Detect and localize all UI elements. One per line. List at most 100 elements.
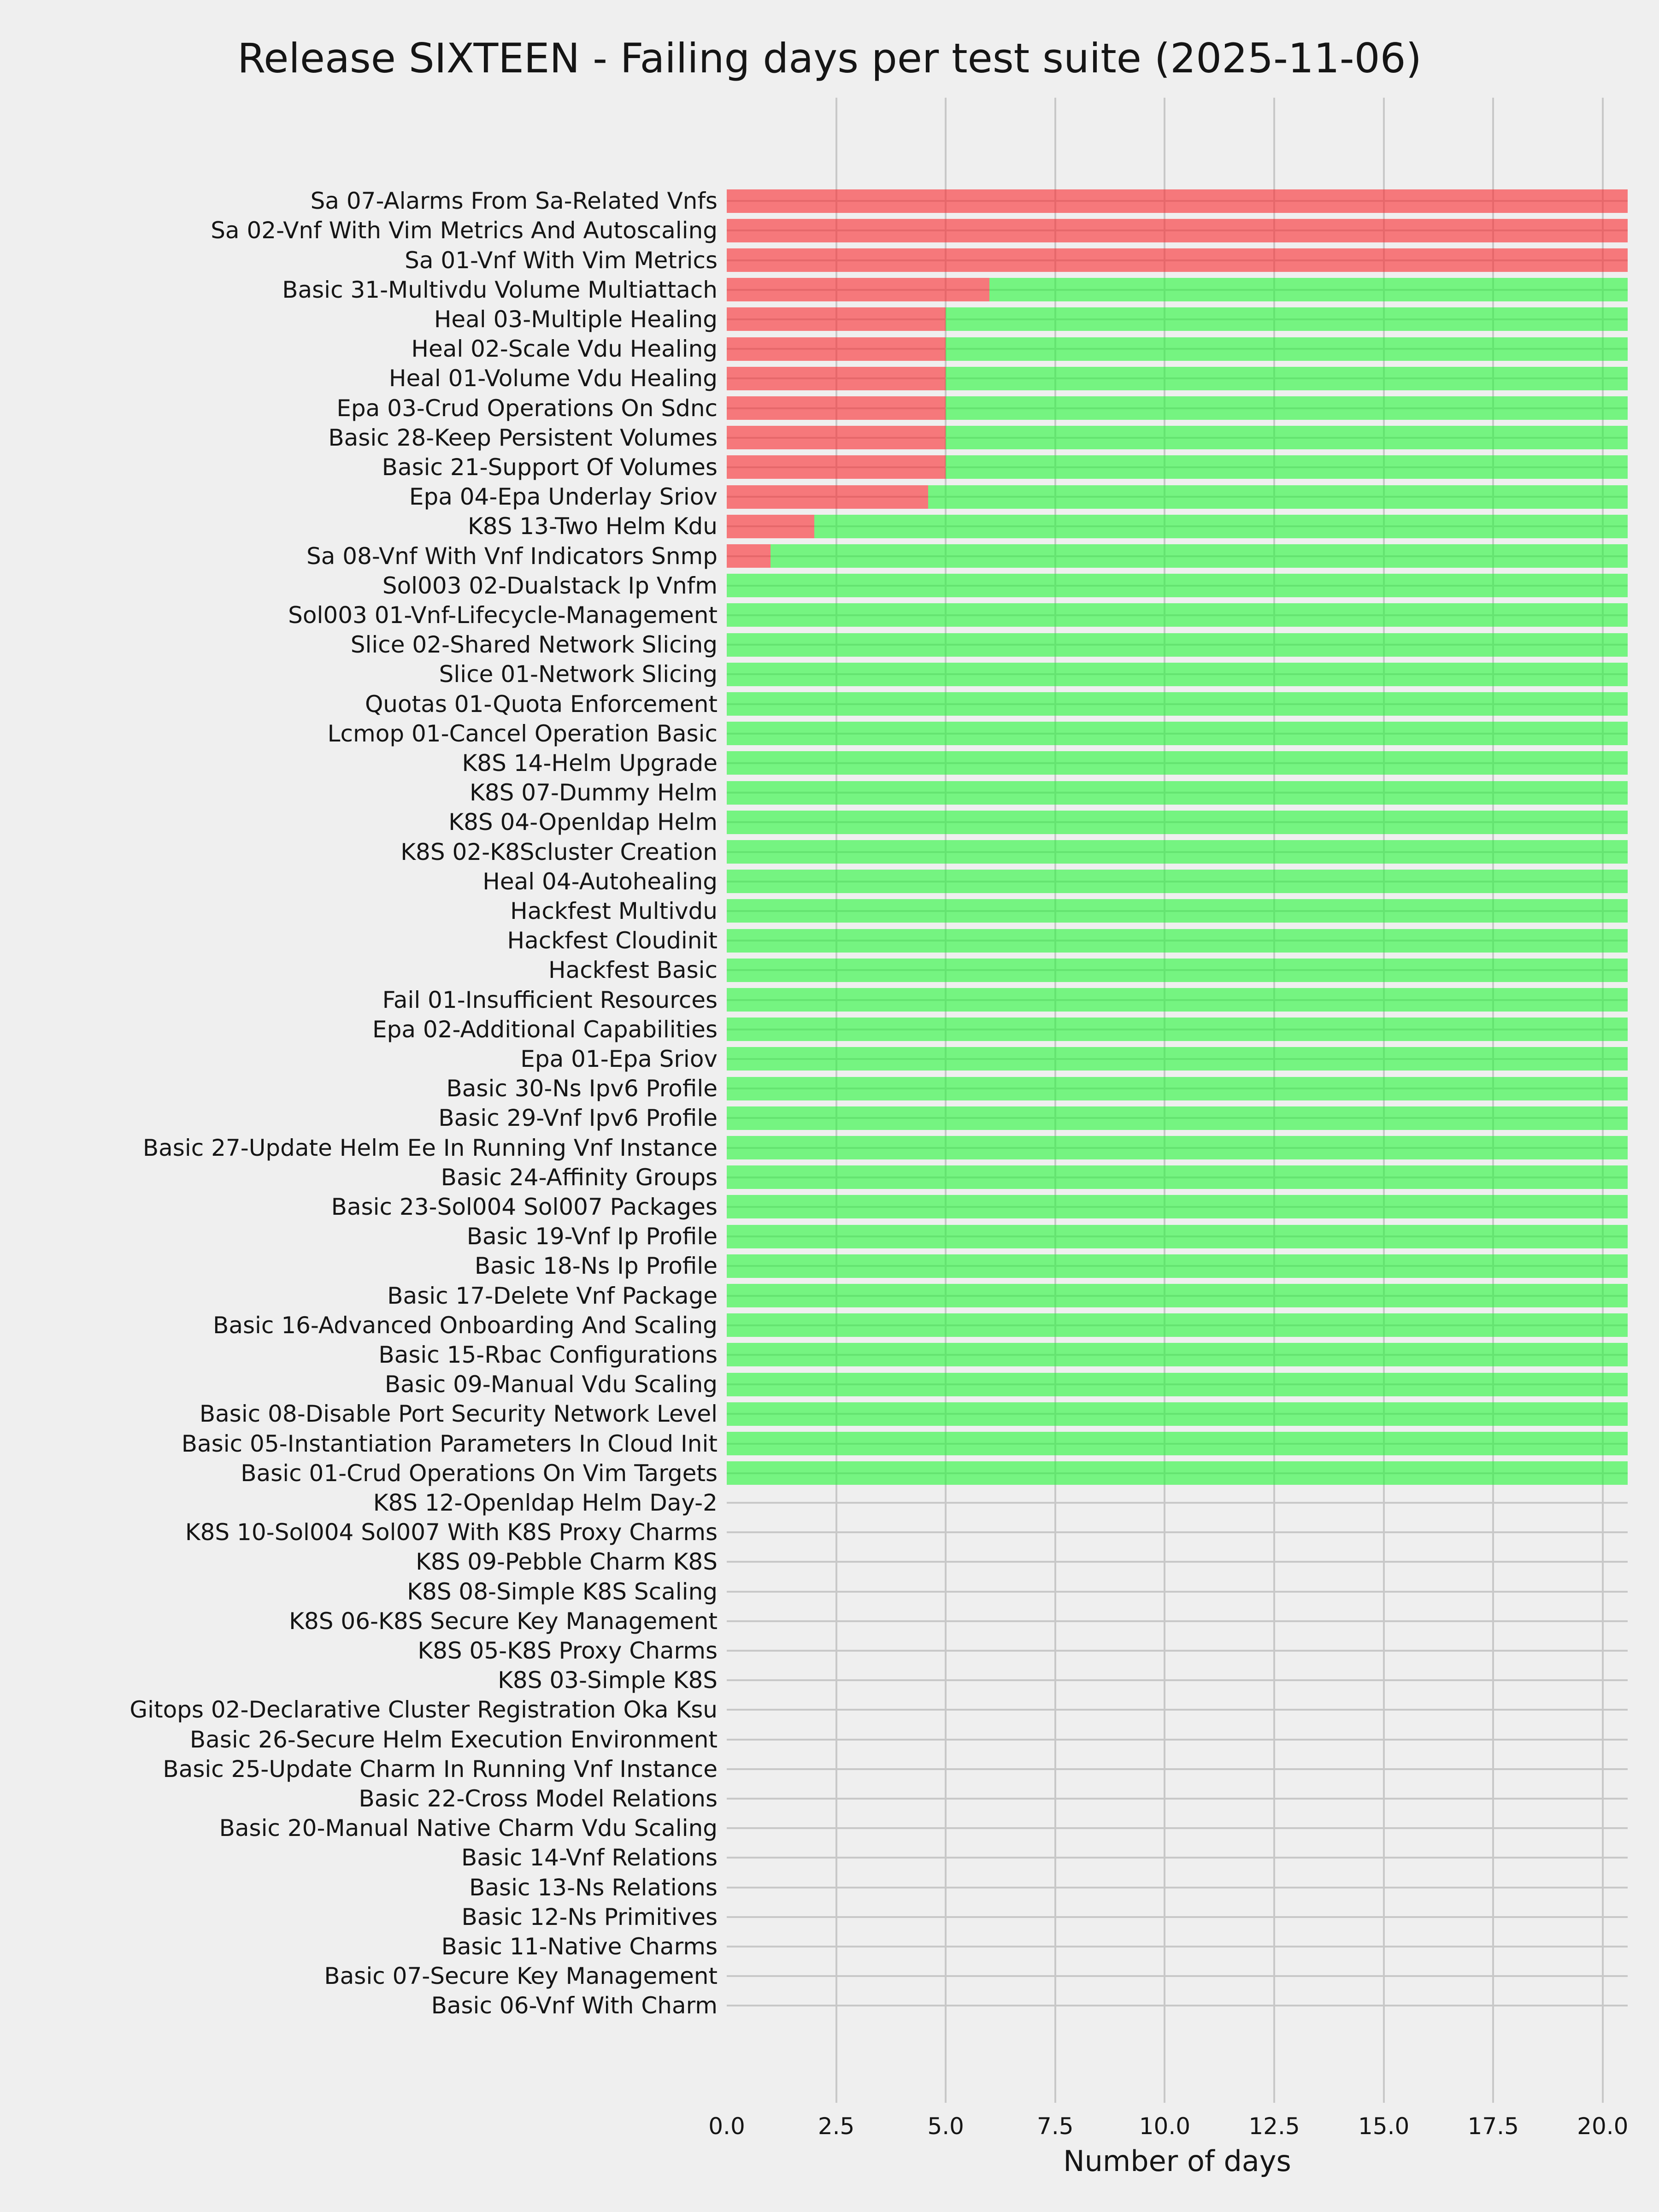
bar-row (727, 781, 1628, 805)
bar-row (727, 366, 1628, 390)
row-label: K8S 08-Simple K8S Scaling (407, 1578, 718, 1605)
row-label: Epa 04-Epa Underlay Sriov (409, 483, 718, 511)
row-label: Basic 16-Advanced Onboarding And Scaling (213, 1312, 718, 1339)
bar-row (727, 1106, 1628, 1130)
bar-segment-passing (946, 396, 1628, 420)
row-label: Sol003 02-Dualstack Ip Vnfm (382, 572, 718, 599)
bar-row (727, 485, 1628, 509)
bar-segment-passing (727, 1106, 1628, 1130)
bar-row (727, 603, 1628, 627)
bar-segment-passing (946, 337, 1628, 361)
h-gridline (727, 1797, 1628, 1800)
row-label: Basic 19-Vnf Ip Profile (466, 1223, 718, 1250)
row-label: K8S 12-Openldap Helm Day-2 (373, 1489, 718, 1516)
row-label: Basic 18-Ns Ip Profile (474, 1253, 718, 1280)
bar-segment-passing (727, 870, 1628, 894)
bar-segment-passing (727, 810, 1628, 834)
bar-segment-passing (727, 958, 1628, 982)
x-tick-label: 20.0 (1577, 2113, 1629, 2140)
h-gridline (727, 1916, 1628, 1918)
row-label: Slice 01-Network Slicing (439, 661, 718, 688)
bar-segment-passing (727, 781, 1628, 805)
bar-segment-failing (727, 248, 1628, 272)
h-gridline (727, 1501, 1628, 1504)
row-label: Sa 01-Vnf With Vim Metrics (405, 247, 718, 274)
bar-segment-passing (727, 1461, 1628, 1485)
bar-segment-failing (727, 337, 946, 361)
bar-row (727, 1284, 1628, 1307)
row-label: Heal 02-Scale Vdu Healing (411, 335, 718, 363)
bar-row (727, 810, 1628, 834)
h-gridline (727, 1590, 1628, 1593)
row-label: Gitops 02-Declarative Cluster Registrati… (129, 1696, 718, 1724)
row-label: K8S 04-Openldap Helm (448, 809, 718, 836)
row-label: Basic 14-Vnf Relations (461, 1844, 718, 1871)
bar-row (727, 544, 1628, 568)
bar-segment-passing (727, 929, 1628, 953)
x-tick-label: 5.0 (927, 2113, 964, 2140)
row-label: Basic 22-Cross Model Relations (359, 1785, 718, 1812)
h-gridline (727, 2005, 1628, 2007)
bar-row (727, 337, 1628, 361)
row-label: Lcmop 01-Cancel Operation Basic (327, 720, 718, 747)
h-gridline (727, 1561, 1628, 1563)
bar-row (727, 751, 1628, 775)
row-label: Fail 01-Insufficient Resources (382, 986, 718, 1013)
row-label: Basic 25-Update Charm In Running Vnf Ins… (163, 1755, 718, 1783)
bar-segment-passing (727, 1254, 1628, 1278)
bar-segment-passing (727, 1402, 1628, 1426)
bar-segment-passing (727, 1018, 1628, 1041)
bar-row (727, 662, 1628, 686)
row-label: Sa 07-Alarms From Sa-Related Vnfs (310, 188, 718, 215)
bar-row (727, 1402, 1628, 1426)
row-label: K8S 03-Simple K8S (498, 1667, 718, 1694)
bar-segment-passing (727, 1047, 1628, 1071)
x-tick-label: 7.5 (1037, 2113, 1074, 2140)
bar-segment-passing (727, 574, 1628, 598)
row-label: Basic 05-Instantiation Parameters In Clo… (181, 1430, 718, 1457)
bar-segment-passing (727, 1432, 1628, 1455)
bar-segment-passing (946, 307, 1628, 331)
row-label: Basic 20-Manual Native Charm Vdu Scaling (219, 1815, 718, 1842)
row-label: K8S 05-K8S Proxy Charms (418, 1637, 718, 1664)
h-gridline (727, 1709, 1628, 1711)
bar-row (727, 1461, 1628, 1485)
bar-row (727, 633, 1628, 657)
bar-segment-passing (727, 722, 1628, 746)
bar-segment-passing (989, 278, 1628, 302)
bar-segment-failing (727, 396, 946, 420)
row-label: Basic 27-Update Helm Ee In Running Vnf I… (142, 1134, 718, 1161)
row-label: Basic 26-Secure Helm Execution Environme… (189, 1726, 718, 1753)
row-label: Slice 02-Shared Network Slicing (350, 631, 718, 659)
bar-segment-passing (727, 840, 1628, 864)
h-gridline (727, 1649, 1628, 1652)
bar-segment-passing (771, 544, 1628, 568)
h-gridline (727, 1679, 1628, 1682)
bar-row (727, 1047, 1628, 1071)
plot-area (727, 98, 1628, 2103)
bar-row (727, 722, 1628, 746)
row-label: K8S 07-Dummy Helm (470, 779, 718, 806)
bar-segment-passing (727, 1077, 1628, 1100)
x-tick-label: 10.0 (1139, 2113, 1191, 2140)
bar-row (727, 840, 1628, 864)
bar-segment-passing (727, 988, 1628, 1012)
row-label: Basic 30-Ns Ipv6 Profile (446, 1075, 718, 1102)
row-label: Basic 01-Crud Operations On Vim Targets (241, 1459, 718, 1487)
row-label: K8S 10-Sol004 Sol007 With K8S Proxy Char… (185, 1519, 718, 1546)
bar-segment-passing (727, 633, 1628, 657)
bar-row (727, 1136, 1628, 1159)
bar-row (727, 1343, 1628, 1367)
bar-row (727, 870, 1628, 894)
bar-row (727, 278, 1628, 302)
bar-segment-failing (727, 455, 946, 479)
bar-row (727, 988, 1628, 1012)
h-gridline (727, 1975, 1628, 1977)
bar-row (727, 455, 1628, 479)
bar-row (727, 1254, 1628, 1278)
bar-segment-failing (727, 544, 771, 568)
bar-segment-passing (727, 1343, 1628, 1367)
row-label: Basic 06-Vnf With Charm (431, 1992, 718, 2019)
bar-segment-passing (727, 603, 1628, 627)
